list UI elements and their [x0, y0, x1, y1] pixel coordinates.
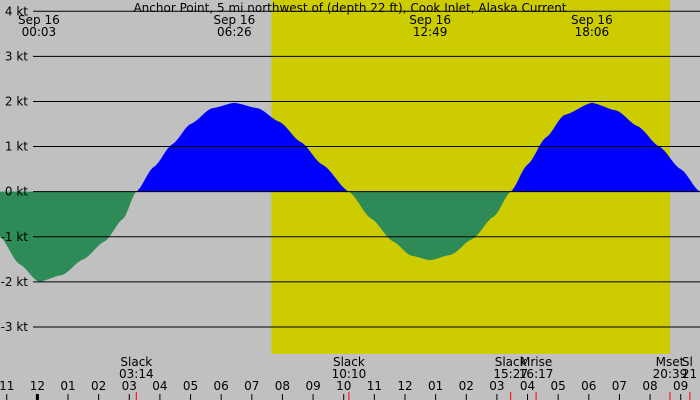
x-tick-label: 09 — [673, 379, 688, 393]
slack-label: Slack — [333, 355, 365, 369]
x-tick-label: 05 — [551, 379, 566, 393]
extreme-date-label: Sep 16 — [409, 13, 451, 27]
x-tick-label: 04 — [152, 379, 167, 393]
extreme-time-label: 18:06 — [575, 25, 610, 39]
y-axis-labels: 4 kt 3 kt 2 kt 1 kt 0 kt -1 kt -2 kt -3 kt — [1, 4, 29, 334]
ebb-current-area — [349, 191, 511, 261]
event-mset-label: Mset — [656, 355, 685, 369]
y-tick-label: -1 kt — [1, 230, 29, 244]
x-tick-label: 01 — [428, 379, 443, 393]
slack-time: 15:27 — [493, 367, 528, 381]
x-tick-label: 10 — [336, 379, 351, 393]
slack-labels: Slack03:14Slack10:10Slack15:27Mrise16:17… — [119, 355, 697, 400]
y-tick-label: -2 kt — [1, 275, 29, 289]
x-tick-label: 07 — [612, 379, 627, 393]
y-tick-label: 2 kt — [5, 94, 28, 108]
extreme-date-label: Sep 16 — [214, 13, 256, 27]
extreme-time-label: 00:03 — [22, 25, 57, 39]
x-tick-label: 02 — [459, 379, 474, 393]
slack-time: 10:10 — [332, 367, 367, 381]
x-tick-label: 08 — [275, 379, 290, 393]
y-tick-label: -3 kt — [1, 320, 29, 334]
x-tick-label: 07 — [244, 379, 259, 393]
slack-label: Slack — [495, 355, 527, 369]
extreme-date-label: Sep 16 — [18, 13, 60, 27]
event-sl-label: Sl — [682, 355, 693, 369]
extreme-time-label: 06:26 — [217, 25, 252, 39]
x-tick-label: 06 — [214, 379, 229, 393]
x-tick-label: 11 — [0, 379, 14, 393]
extreme-date-label: Sep 16 — [571, 13, 613, 27]
x-tick-label: 11 — [367, 379, 382, 393]
event-mset-time: 20:39 — [653, 367, 688, 381]
y-tick-label: 3 kt — [5, 49, 28, 63]
slack-label: Slack — [120, 355, 152, 369]
x-tick-label: 04 — [520, 379, 535, 393]
event-sl-time: 21 — [682, 367, 697, 381]
y-tick-label: 1 kt — [5, 140, 28, 154]
x-tick-label: 08 — [642, 379, 657, 393]
x-tick-label: 12 — [397, 379, 412, 393]
flood-current-area — [136, 102, 350, 192]
x-tick-label: 12 — [30, 379, 45, 393]
x-tick-label: 03 — [122, 379, 137, 393]
x-tick-label: 09 — [305, 379, 320, 393]
slack-time: 03:14 — [119, 367, 154, 381]
x-tick-label: 03 — [489, 379, 504, 393]
x-axis-labels: 11 12 01 02 03 04 05 06 07 08 09 10 11 12 01 02 03 04 05 06… — [0, 379, 688, 400]
event-mrise-time: 16:17 — [519, 367, 554, 381]
x-tick-label: 01 — [60, 379, 75, 393]
x-tick-label: 06 — [581, 379, 596, 393]
chart-title: Anchor Point, 5 mi northwest of (depth 2… — [133, 1, 566, 15]
gridlines — [33, 10, 700, 328]
x-tick-label: 05 — [183, 379, 198, 393]
x-tick-label: 02 — [91, 379, 106, 393]
event-mrise-label: Mrise — [520, 355, 552, 369]
y-tick-label: 4 kt — [5, 4, 28, 18]
flood-current-area — [510, 102, 700, 192]
y-tick-label: 0 kt — [5, 185, 28, 199]
extreme-time-label: 12:49 — [413, 25, 448, 39]
